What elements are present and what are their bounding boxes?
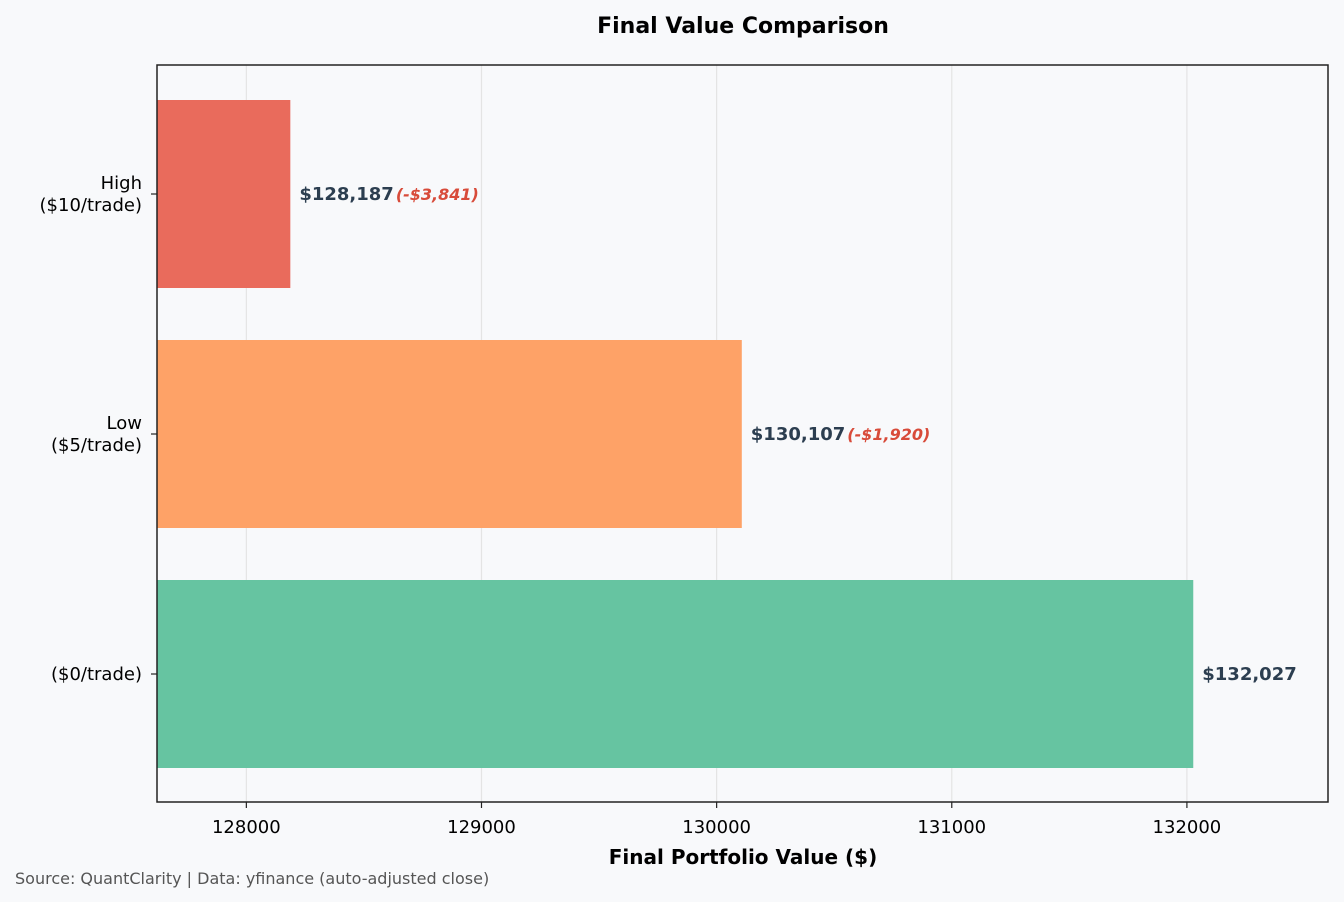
bar-value-label: $128,187 xyxy=(299,184,394,205)
bar-value-label: $130,107 xyxy=(751,424,846,445)
category-label: ($0/trade) xyxy=(51,664,142,685)
category-label: ($10/trade) xyxy=(40,195,142,216)
bar xyxy=(157,340,742,528)
bar-delta-label: (-$1,920) xyxy=(847,425,930,444)
x-axis: 128000 129000 130000 131000 132000 xyxy=(212,802,1221,838)
bar-delta-label: (-$3,841) xyxy=(396,185,479,204)
x-tick-label: 129000 xyxy=(447,817,516,838)
x-tick-label: 132000 xyxy=(1153,817,1222,838)
bars: $128,187 (-$3,841) $130,107 (-$1,920) $132,0… xyxy=(157,100,1297,768)
category-label: ($5/trade) xyxy=(51,435,142,456)
x-axis-label: Final Portfolio Value ($) xyxy=(609,845,877,869)
category-label: Low xyxy=(107,413,142,434)
bar xyxy=(157,100,291,288)
chart-title: Final Value Comparison xyxy=(597,14,889,39)
x-tick-label: 131000 xyxy=(917,817,986,838)
y-axis: High($10/trade) Low($5/trade) ($0/trade) xyxy=(40,173,157,685)
x-tick-label: 128000 xyxy=(212,817,281,838)
source-note: Source: QuantClarity | Data: yfinance (a… xyxy=(15,869,489,888)
bar xyxy=(157,580,1194,768)
category-label: High xyxy=(101,173,142,194)
x-tick-label: 130000 xyxy=(682,817,751,838)
bar-value-label: $132,027 xyxy=(1202,664,1297,685)
